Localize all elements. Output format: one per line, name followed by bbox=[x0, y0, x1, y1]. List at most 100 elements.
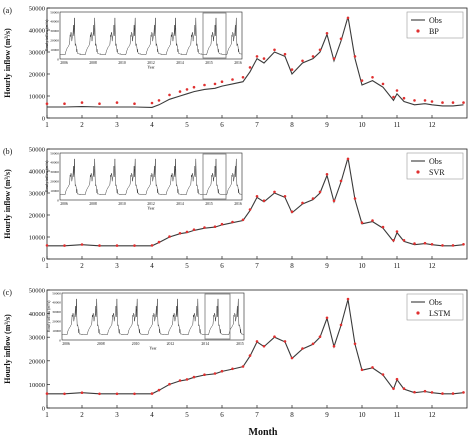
y-tick-label: 20000 bbox=[29, 358, 45, 365]
y-tick-label: 10000 bbox=[29, 235, 45, 242]
inset-x-axis-title: Year bbox=[147, 206, 155, 211]
series-point-lstm bbox=[241, 365, 245, 368]
x-axis-title: Month bbox=[249, 427, 278, 438]
series-point-svr bbox=[178, 232, 182, 235]
series-point-svr bbox=[325, 173, 329, 176]
series-point-lstm bbox=[462, 391, 465, 394]
series-point-lstm bbox=[395, 377, 399, 381]
series-point-svr bbox=[262, 199, 266, 202]
series-point-lstm bbox=[231, 367, 234, 371]
series-point-bp bbox=[353, 55, 357, 58]
x-tick-label: 10 bbox=[359, 121, 367, 129]
x-tick-label: 4 bbox=[150, 121, 154, 129]
series-point-lstm bbox=[63, 392, 66, 396]
x-tick-label: 6 bbox=[220, 121, 224, 129]
series-point-svr bbox=[311, 197, 315, 200]
legend-label-bp: BP bbox=[429, 27, 439, 36]
series-point-lstm bbox=[353, 342, 357, 346]
inset-series-line bbox=[62, 298, 244, 335]
inset-y-tick-label: 20000 bbox=[50, 180, 59, 184]
legend-label-obs: Obs bbox=[429, 157, 442, 166]
series-point-svr bbox=[185, 230, 189, 234]
series-point-lstm bbox=[150, 392, 154, 395]
x-tick-label: 12 bbox=[429, 411, 437, 419]
series-line-obs bbox=[47, 16, 464, 108]
series-point-svr bbox=[273, 190, 276, 194]
series-point-svr bbox=[360, 221, 364, 224]
legend-label-obs: Obs bbox=[429, 298, 442, 307]
inset-x-tick-label: 2010 bbox=[118, 61, 126, 65]
inset-y-tick-label: 40000 bbox=[50, 161, 59, 165]
x-tick-label: 11 bbox=[394, 121, 401, 129]
x-tick-label: 2 bbox=[80, 411, 84, 419]
series-point-svr bbox=[353, 197, 357, 200]
series-point-svr bbox=[168, 235, 171, 238]
inset-y-tick-label: 20000 bbox=[52, 320, 61, 324]
inset-y-tick-label: 30000 bbox=[52, 310, 61, 314]
series-point-svr bbox=[133, 244, 136, 247]
series-point-lstm bbox=[360, 368, 364, 372]
series-point-bp bbox=[133, 102, 136, 105]
series-point-lstm bbox=[318, 335, 322, 339]
legend-label-svr: SVR bbox=[429, 168, 445, 177]
y-tick-label: 0 bbox=[42, 116, 45, 123]
series-point-svr bbox=[241, 218, 245, 222]
inset-x-tick-label: 2006 bbox=[62, 342, 70, 346]
series-point-lstm bbox=[301, 347, 304, 350]
series-point-svr bbox=[157, 240, 161, 244]
inset-series-line bbox=[60, 158, 242, 195]
series-point-bp bbox=[220, 80, 224, 83]
series-point-svr bbox=[192, 228, 196, 231]
series-point-bp bbox=[332, 57, 336, 60]
inset-x-axis-title: Year bbox=[147, 65, 155, 70]
x-tick-label: 1 bbox=[45, 411, 49, 419]
inset-chart: 2006 2008 2010 2012 2014 2015 2016 Year 0 10000 20… bbox=[45, 10, 243, 70]
x-tick-label: 8 bbox=[290, 411, 294, 419]
y-axis-title: Hourly inflow (m³/s) bbox=[3, 169, 12, 239]
legend-box bbox=[406, 152, 464, 180]
series-point-lstm bbox=[192, 375, 196, 379]
inset-x-tick-label: 2010 bbox=[132, 342, 140, 346]
inset-x-tick-label: 2012 bbox=[147, 61, 155, 65]
series-point-svr bbox=[290, 210, 294, 213]
x-tick-label: 5 bbox=[185, 121, 189, 129]
series-point-bp bbox=[423, 99, 427, 102]
x-tick-label: 2 bbox=[80, 262, 84, 270]
series-point-lstm bbox=[325, 316, 329, 320]
inset-x-tick-label: 2012 bbox=[147, 202, 155, 206]
series-point-bp bbox=[168, 93, 171, 97]
series-point-bp bbox=[255, 55, 259, 58]
series-point-bp bbox=[301, 59, 304, 63]
series-point-svr bbox=[430, 243, 434, 246]
series-point-bp bbox=[157, 99, 161, 102]
y-tick-label: 50000 bbox=[29, 6, 45, 13]
inset-zoom-box bbox=[202, 153, 227, 200]
inset-y-axis-title: Hourly inflow (m³/s) bbox=[47, 300, 51, 332]
series-point-bp bbox=[290, 68, 294, 71]
inset-x-tick-label: 2010 bbox=[118, 202, 126, 206]
inset-x-tick-label: 2008 bbox=[97, 342, 105, 346]
legend-box bbox=[406, 293, 464, 321]
series-point-bp bbox=[339, 37, 343, 41]
inset-y-tick-label: 50000 bbox=[50, 10, 59, 14]
x-tick-label: 12 bbox=[429, 262, 437, 270]
legend: Obs LSTM bbox=[406, 293, 464, 321]
x-tick-label: 4 bbox=[150, 262, 154, 270]
inset-x-axis-title: Year bbox=[149, 346, 157, 351]
series-point-svr bbox=[213, 225, 217, 228]
series-point-lstm bbox=[45, 392, 49, 395]
series-point-lstm bbox=[80, 391, 84, 395]
series-point-bp bbox=[213, 82, 217, 86]
x-tick-label: 11 bbox=[394, 411, 401, 419]
inset-y-tick-label: 30000 bbox=[50, 170, 59, 174]
x-tick-label: 7 bbox=[255, 262, 259, 270]
series-point-bp bbox=[241, 76, 245, 79]
x-tick-label: 5 bbox=[185, 411, 189, 419]
inset-x-tick-label: 2014 bbox=[201, 342, 209, 346]
series-point-svr bbox=[346, 157, 350, 161]
panel-label: (a) bbox=[3, 6, 12, 15]
y-tick-label: 30000 bbox=[29, 335, 45, 342]
inset-chart: 2006 2008 2010 2012 2014 2015 2016 Year 0 10000 20… bbox=[45, 151, 243, 211]
series-point-bp bbox=[413, 99, 416, 102]
